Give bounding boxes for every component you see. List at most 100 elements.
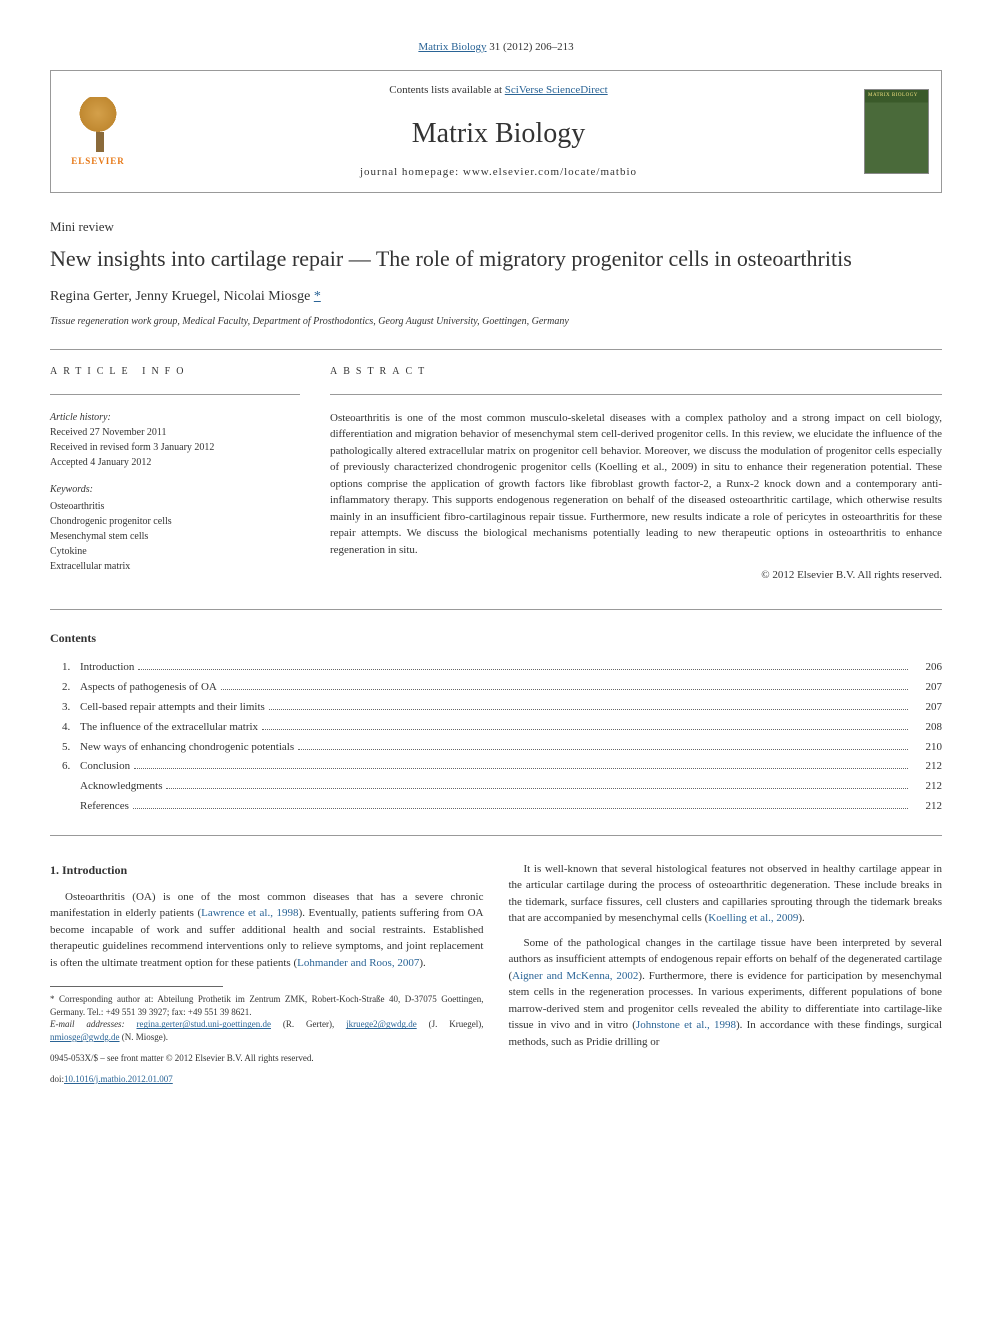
toc-page: 210 — [912, 738, 942, 758]
toc-label: Aspects of pathogenesis of OA — [80, 678, 217, 698]
email-line: E-mail addresses: regina.gerter@stud.uni… — [50, 1018, 484, 1043]
abstract-column: ABSTRACT Osteoarthritis is one of the mo… — [330, 365, 942, 584]
page-container: Matrix Biology 31 (2012) 206–213 ELSEVIE… — [0, 0, 992, 1127]
citation-link[interactable]: Aigner and McKenna, 2002 — [512, 970, 638, 982]
corresponding-footnote: * Corresponding author at: Abteilung Pro… — [50, 993, 484, 1043]
toc-dots — [269, 709, 908, 710]
abstract-copyright: © 2012 Elsevier B.V. All rights reserved… — [330, 568, 942, 583]
toc-num: 1. — [50, 658, 80, 678]
contents-prefix: Contents lists available at — [389, 84, 502, 96]
email-link[interactable]: regina.gerter@stud.uni-goettingen.de — [136, 1019, 271, 1029]
citation-link[interactable]: Koelling et al., 2009 — [708, 912, 798, 924]
header-center: Contents lists available at SciVerse Sci… — [148, 83, 849, 180]
divider-after-abstract — [50, 609, 942, 610]
corresponding-author-mark[interactable]: * — [314, 289, 321, 304]
journal-header: ELSEVIER Contents lists available at Sci… — [50, 70, 942, 193]
toc-page: 207 — [912, 698, 942, 718]
authors-line: Regina Gerter, Jenny Kruegel, Nicolai Mi… — [50, 287, 942, 307]
email-name: (R. Gerter), — [283, 1019, 334, 1029]
authors-names: Regina Gerter, Jenny Kruegel, Nicolai Mi… — [50, 289, 310, 304]
doi-label: doi: — [50, 1074, 64, 1084]
keyword: Chondrogenic progenitor cells — [50, 514, 300, 529]
footnote-divider — [50, 986, 223, 987]
affiliation: Tissue regeneration work group, Medical … — [50, 315, 942, 329]
body-paragraph: It is well-known that several histologic… — [509, 861, 943, 927]
email-link[interactable]: jkruege2@gwdg.de — [346, 1019, 417, 1029]
email-link[interactable]: nmiosge@gwdg.de — [50, 1032, 120, 1042]
article-history: Article history: Received 27 November 20… — [50, 410, 300, 470]
toc-num: 3. — [50, 698, 80, 718]
body-paragraph: Osteoarthritis (OA) is one of the most c… — [50, 889, 484, 972]
doi-line: doi:10.1016/j.matbio.2012.01.007 — [50, 1073, 484, 1087]
divider-top — [50, 349, 942, 350]
top-journal-link[interactable]: Matrix Biology — [418, 41, 486, 53]
table-of-contents: 1.Introduction206 2.Aspects of pathogene… — [50, 658, 942, 816]
citation-link[interactable]: Lawrence et al., 1998 — [201, 907, 298, 919]
toc-label: New ways of enhancing chondrogenic poten… — [80, 738, 294, 758]
toc-page: 207 — [912, 678, 942, 698]
article-type: Mini review — [50, 218, 942, 236]
toc-page: 206 — [912, 658, 942, 678]
body-paragraph: Some of the pathological changes in the … — [509, 935, 943, 1051]
toc-page: 212 — [912, 777, 942, 797]
front-matter-line: 0945-053X/$ – see front matter © 2012 El… — [50, 1052, 484, 1066]
sciencedirect-link[interactable]: SciVerse ScienceDirect — [505, 84, 608, 96]
keyword: Mesenchymal stem cells — [50, 529, 300, 544]
keywords-label: Keywords: — [50, 482, 300, 497]
toc-dots — [298, 749, 908, 750]
toc-page: 212 — [912, 797, 942, 817]
toc-row[interactable]: 1.Introduction 206 — [50, 658, 942, 678]
toc-row[interactable]: 6.Conclusion212 — [50, 757, 942, 777]
divider-info — [50, 394, 300, 395]
intro-heading: 1. Introduction — [50, 861, 484, 879]
citation-link[interactable]: Johnstone et al., 1998 — [636, 1019, 736, 1031]
keyword: Extracellular matrix — [50, 559, 300, 574]
info-abstract-row: ARTICLE INFO Article history: Received 2… — [50, 365, 942, 584]
toc-num: 5. — [50, 738, 80, 758]
para-text: ). — [419, 957, 425, 969]
elsevier-logo: ELSEVIER — [63, 92, 133, 172]
toc-row[interactable]: Acknowledgments212 — [50, 777, 942, 797]
journal-title: Matrix Biology — [148, 114, 849, 153]
toc-dots — [221, 689, 908, 690]
toc-num: 4. — [50, 718, 80, 738]
toc-dots — [262, 729, 908, 730]
contents-heading: Contents — [50, 630, 942, 647]
toc-row[interactable]: References212 — [50, 797, 942, 817]
article-info-heading: ARTICLE INFO — [50, 365, 300, 379]
doi-link[interactable]: 10.1016/j.matbio.2012.01.007 — [64, 1074, 173, 1084]
toc-row[interactable]: 5.New ways of enhancing chondrogenic pot… — [50, 738, 942, 758]
top-citation-text: 31 (2012) 206–213 — [489, 41, 573, 53]
elsevier-tree-icon — [73, 97, 123, 152]
article-info-column: ARTICLE INFO Article history: Received 2… — [50, 365, 300, 584]
toc-dots — [133, 808, 908, 809]
keyword: Osteoarthritis — [50, 499, 300, 514]
toc-label: Introduction — [80, 658, 134, 678]
homepage-prefix: journal homepage: — [360, 166, 459, 178]
article-title: New insights into cartilage repair — The… — [50, 245, 942, 274]
citation-link[interactable]: Lohmander and Roos, 2007 — [297, 957, 419, 969]
history-line: Accepted 4 January 2012 — [50, 455, 300, 470]
history-line: Received 27 November 2011 — [50, 425, 300, 440]
email-label: E-mail addresses: — [50, 1019, 125, 1029]
divider-abstract — [330, 394, 942, 395]
history-label: Article history: — [50, 410, 300, 425]
email-name: (N. Miosge). — [122, 1032, 168, 1042]
keyword: Cytokine — [50, 544, 300, 559]
toc-page: 212 — [912, 757, 942, 777]
top-citation: Matrix Biology 31 (2012) 206–213 — [50, 40, 942, 55]
toc-row[interactable]: 4.The influence of the extracellular mat… — [50, 718, 942, 738]
toc-row[interactable]: 2.Aspects of pathogenesis of OA207 — [50, 678, 942, 698]
homepage-url: www.elsevier.com/locate/matbio — [463, 166, 637, 178]
toc-label: Conclusion — [80, 757, 130, 777]
history-line: Received in revised form 3 January 2012 — [50, 440, 300, 455]
toc-dots — [138, 669, 908, 670]
toc-row[interactable]: 3.Cell-based repair attempts and their l… — [50, 698, 942, 718]
abstract-text: Osteoarthritis is one of the most common… — [330, 410, 942, 559]
journal-homepage-line: journal homepage: www.elsevier.com/locat… — [148, 165, 849, 180]
keywords-list: Osteoarthritis Chondrogenic progenitor c… — [50, 499, 300, 574]
abstract-heading: ABSTRACT — [330, 365, 942, 379]
email-name: (J. Kruegel), — [429, 1019, 484, 1029]
toc-dots — [166, 788, 908, 789]
toc-label: Cell-based repair attempts and their lim… — [80, 698, 265, 718]
